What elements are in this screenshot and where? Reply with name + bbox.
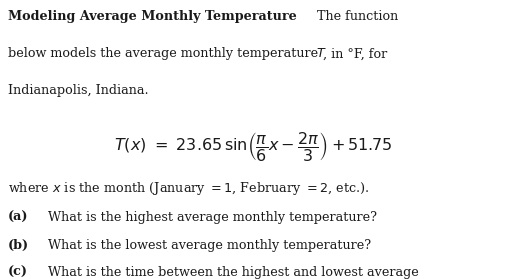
Text: What is the time between the highest and lowest average: What is the time between the highest and… [48,266,419,279]
Text: (a): (a) [8,211,28,224]
Text: Indianapolis, Indiana.: Indianapolis, Indiana. [8,84,149,97]
Text: What is the lowest average monthly temperature?: What is the lowest average monthly tempe… [48,239,371,252]
Text: , in °F, for: , in °F, for [323,47,388,61]
Text: What is the highest average monthly temperature?: What is the highest average monthly temp… [48,211,377,224]
Text: (b): (b) [8,239,29,252]
Text: $T(x)\ =\ 23.65\,\sin\!\left(\dfrac{\pi}{6}x - \dfrac{2\pi}{3}\right) + 51.75$: $T(x)\ =\ 23.65\,\sin\!\left(\dfrac{\pi}… [114,130,393,163]
Text: below models the average monthly temperature: below models the average monthly tempera… [8,47,322,61]
Text: The function: The function [313,10,398,23]
Text: (c): (c) [8,266,28,279]
Text: Modeling Average Monthly Temperature: Modeling Average Monthly Temperature [8,10,297,23]
Text: $T$: $T$ [316,47,327,61]
Text: where $x$ is the month (January $= 1$, February $= 2$, etc.).: where $x$ is the month (January $= 1$, F… [8,180,370,197]
